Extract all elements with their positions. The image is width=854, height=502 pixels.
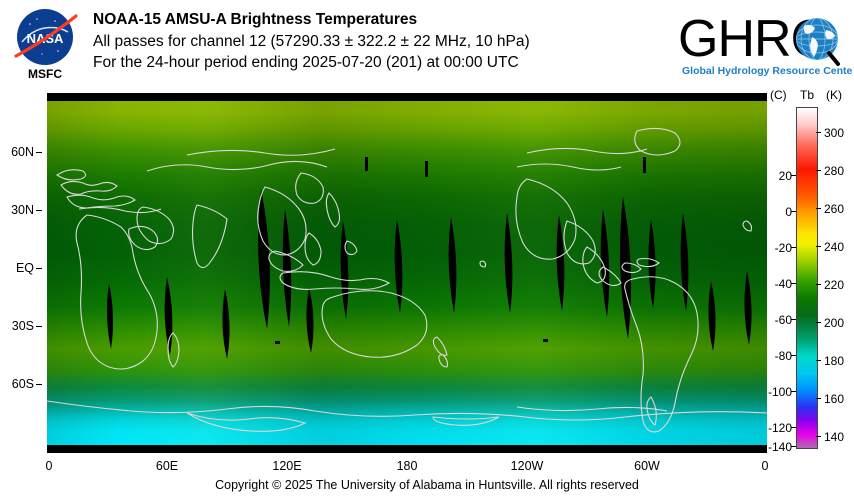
colorbar-unit-kelvin: (K): [826, 88, 842, 102]
cbar-k-220: 220: [824, 278, 845, 292]
cbar-tick-k4: [816, 246, 821, 247]
temperature-field-shading: [47, 101, 767, 445]
lon-label-120w: 120W: [510, 459, 544, 473]
cbar-tick-k9: [816, 436, 821, 437]
cbar-c-20: 20: [778, 169, 792, 183]
map-data-field: [47, 101, 767, 445]
lon-label-0w: 0: [45, 459, 53, 473]
cbar-c-0: 0: [785, 205, 792, 219]
cbar-k-300: 300: [824, 126, 845, 140]
map-overlay: [47, 127, 767, 433]
cbar-c--60: -60: [774, 313, 792, 327]
cbar-c--120: -120: [767, 421, 792, 435]
colorbar-gradient: [796, 107, 818, 449]
cbar-tick-k3: [816, 208, 821, 209]
cbar-tick-k8: [816, 398, 821, 399]
cbar-tick-k1: [816, 132, 821, 133]
lon-label-0e: 0: [761, 459, 769, 473]
cbar-tick-c1: [791, 175, 796, 176]
cbar-k-140: 140: [824, 430, 845, 444]
colorbar-unit-celsius: (C): [770, 88, 787, 102]
lon-label-180: 180: [396, 459, 418, 473]
cbar-tick-k7: [816, 360, 821, 361]
page-title: NOAA-15 AMSU-A Brightness Temperatures: [93, 11, 418, 28]
title-subline-period: For the 24-hour period ending 2025-07-20…: [93, 54, 519, 71]
cbar-c--20: -20: [774, 241, 792, 255]
lat-tick-30s: [36, 326, 42, 327]
lon-label-120e: 120E: [272, 459, 302, 473]
latitude-axis: 60N 30N EQ 30S 60S: [0, 93, 42, 453]
cbar-k-200: 200: [824, 316, 845, 330]
lat-label-30n: 30N: [11, 203, 34, 217]
cbar-tick-c4: [791, 283, 796, 284]
cbar-c--100: -100: [767, 385, 792, 399]
orbital-data-gaps: [106, 157, 752, 359]
cbar-tick-c3: [791, 247, 796, 248]
lon-label-60e: 60E: [155, 459, 179, 473]
lat-tick-30n: [36, 210, 42, 211]
cbar-tick-c8: [791, 427, 796, 428]
coastlines: [47, 127, 767, 433]
copyright-notice: Copyright © 2025 The University of Alaba…: [215, 478, 639, 492]
title-subline-channel: All passes for channel 12 (57290.33 ± 32…: [93, 32, 530, 50]
lat-tick-60s: [36, 384, 42, 385]
cbar-c--140: -140: [767, 440, 792, 454]
temperature-field-gradient: [47, 101, 767, 445]
lon-label-60w: 60W: [634, 459, 660, 473]
lat-tick-eq: [36, 268, 42, 269]
lat-label-60n: 60N: [11, 145, 34, 159]
lat-label-30s: 30S: [11, 319, 34, 333]
cbar-tick-k6: [816, 322, 821, 323]
cbar-k-260: 260: [824, 202, 845, 216]
cbar-tick-c5: [791, 319, 796, 320]
cbar-c--40: -40: [774, 277, 792, 291]
lat-label-eq: EQ: [15, 261, 34, 275]
ghrc-tagline: Global Hydrology Resource Center: [682, 65, 852, 77]
colorbar-variable: Tb: [800, 88, 815, 102]
cbar-k-180: 180: [824, 354, 845, 368]
longitude-axis: 0 60E 120E 180 120W 60W 0: [45, 455, 769, 477]
cbar-tick-c7: [791, 391, 796, 392]
ghrc-logo: GHRC Global Hydrology Resource Center: [676, 6, 854, 82]
lat-label-60s: 60S: [11, 377, 34, 391]
cbar-tick-c6: [791, 355, 796, 356]
colorbar: (C) Tb (K) 20 0 -20 -40 -60 -80 -100 -12…: [768, 88, 854, 458]
nasa-center-label: MSFC: [28, 67, 62, 81]
cbar-tick-k2: [816, 170, 821, 171]
cbar-k-160: 160: [824, 392, 845, 406]
nasa-logo: NASA MSFC: [12, 6, 84, 82]
cbar-c--80: -80: [774, 349, 792, 363]
cbar-tick-k5: [816, 284, 821, 285]
cbar-k-240: 240: [824, 240, 845, 254]
cbar-k-280: 280: [824, 164, 845, 178]
title-block: NOAA-15 AMSU-A Brightness Temperatures A…: [93, 9, 673, 74]
cbar-tick-c2: [791, 211, 796, 212]
lat-tick-60n: [36, 152, 42, 153]
brightness-temperature-map[interactable]: [47, 93, 767, 453]
cbar-tick-c9: [791, 446, 796, 447]
